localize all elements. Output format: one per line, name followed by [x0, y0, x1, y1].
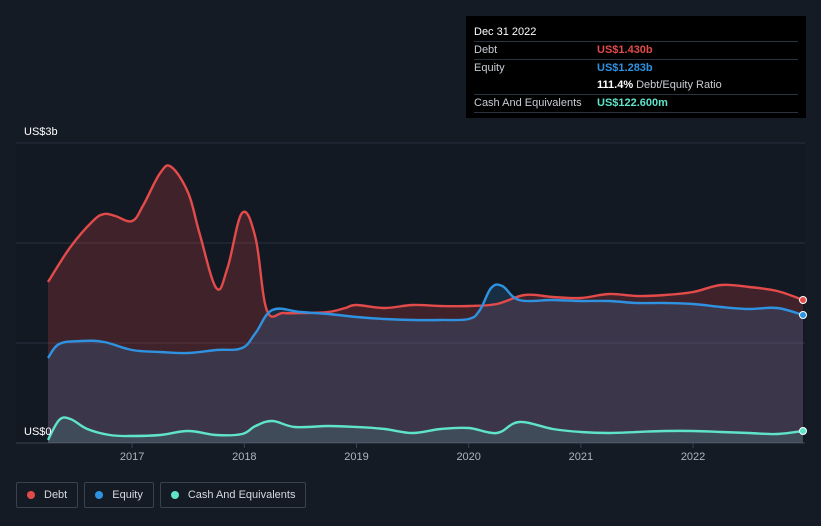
equity-dot-icon [95, 491, 104, 499]
tooltip-debt-label: Debt [474, 44, 498, 56]
tooltip-debt-value: US$1.430b [597, 44, 653, 56]
x-tick-label: 2018 [232, 451, 256, 463]
equity-end-point [799, 311, 807, 319]
tooltip-row-ratio: 111.4% Debt/Equity Ratio [474, 77, 798, 94]
tooltip-ratio-label [474, 77, 597, 94]
tooltip-row-equity: Equity US$1.283b [474, 59, 798, 77]
cash-dot-icon [170, 491, 179, 499]
x-tick-label: 2021 [569, 451, 593, 463]
x-tick-label: 2020 [456, 451, 480, 463]
equity-area [48, 284, 803, 443]
chart-grid [16, 142, 805, 444]
cash-and-equivalents-area [48, 417, 803, 443]
chart-end-markers [799, 296, 807, 435]
tooltip-row-debt: Debt US$1.430b [474, 41, 798, 59]
chart-legend: Debt Equity Cash And Equivalents [16, 482, 307, 508]
tooltip-date: Dec 31 2022 [474, 26, 537, 38]
debt-end-point [799, 296, 807, 304]
tooltip-cash-label: Cash And Equivalents [474, 97, 582, 109]
tooltip-cash-value: US$122.600m [597, 97, 668, 109]
tooltip-ratio-suffix: Debt/Equity Ratio [636, 79, 722, 91]
y-axis-bottom-label: US$0 [24, 426, 52, 438]
chart-areas [48, 165, 803, 443]
debt-dot-icon [27, 491, 35, 499]
legend-label-cash: Cash And Equivalents [187, 489, 296, 501]
chart-tooltip: Dec 31 2022 Debt US$1.430b Equity US$1.2… [466, 16, 806, 118]
x-tick-label: 2017 [120, 451, 144, 463]
x-tick-label: 2019 [344, 451, 368, 463]
x-axis: 2017 2018 2019 2020 2021 2022 [120, 443, 705, 463]
x-tick-label: 2022 [681, 451, 705, 463]
equity-line [47, 283, 804, 359]
y-axis-top-label: US$3b [24, 126, 58, 138]
debt-area [48, 165, 803, 443]
tooltip-row-cash: Cash And Equivalents US$122.600m [474, 94, 798, 113]
legend-item-cash[interactable]: Cash And Equivalents [159, 482, 307, 508]
tooltip-ratio-value: 111.4% [597, 79, 634, 91]
chart-lines [46, 164, 804, 441]
tooltip-equity-label: Equity [474, 62, 505, 74]
debt-line [46, 164, 804, 318]
legend-item-debt[interactable]: Debt [16, 482, 79, 508]
tooltip-equity-value: US$1.283b [597, 62, 653, 74]
plot-background [16, 143, 805, 443]
legend-label-equity: Equity [112, 489, 143, 501]
cash-and-equivalents-line [46, 416, 804, 441]
legend-item-equity[interactable]: Equity [84, 482, 154, 508]
legend-label-debt: Debt [44, 489, 68, 501]
cash-and-equivalents-end-point [799, 427, 807, 435]
